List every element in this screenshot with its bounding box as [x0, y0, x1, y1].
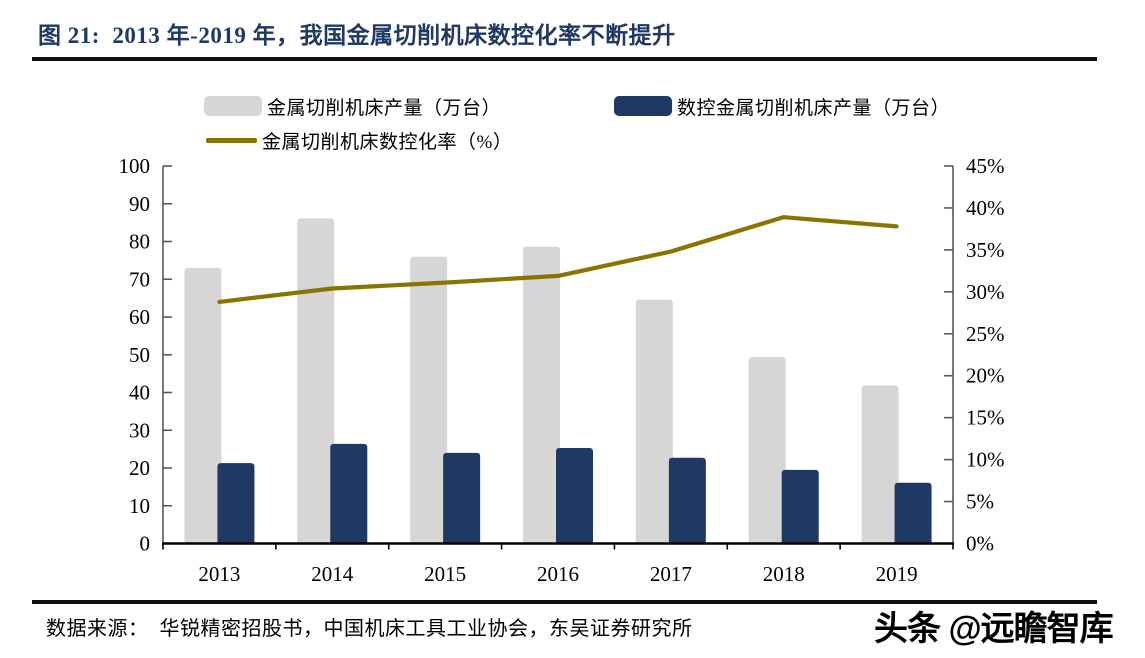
production-bar [297, 218, 335, 545]
right-axis-label: 25% [966, 322, 1005, 346]
left-axis-label: 50 [129, 343, 150, 367]
legend-label-production: 金属切削机床产量（万台） [267, 97, 502, 119]
production-bar [861, 385, 899, 545]
left-axis-label: 70 [129, 267, 150, 291]
figure-title: 图 21: 2013 年-2019 年，我国金属切削机床数控化率不断提升 [38, 23, 676, 48]
cnc-production-bar [781, 469, 819, 545]
legend-item-production: 金属切削机床产量（万台） [204, 95, 502, 119]
x-axis-label: 2013 [198, 562, 240, 586]
x-axis-label: 2016 [537, 562, 579, 586]
left-axis-label: 40 [129, 381, 150, 405]
right-axis-label: 45% [966, 154, 1005, 178]
legend-item-cnc-rate: 金属切削机床数控化率（%） [206, 129, 513, 153]
left-axis-label: 60 [129, 305, 150, 329]
x-axis-label: 2015 [424, 562, 466, 586]
x-axis-label: 2014 [311, 562, 354, 586]
watermark-text: 头条 @远瞻智库 [874, 610, 1114, 648]
left-axis-label: 10 [129, 494, 150, 518]
cnc-production-bar [894, 482, 932, 545]
production-bar [410, 256, 448, 545]
legend-item-cnc-production: 数控金属切削机床产量（万台） [614, 95, 951, 119]
x-axis-label: 2018 [763, 562, 805, 586]
left-axis-label: 20 [129, 456, 150, 480]
left-axis-label: 30 [129, 418, 150, 442]
right-axis-label: 40% [966, 196, 1005, 220]
right-axis-label: 0% [966, 532, 994, 556]
right-axis-label: 15% [966, 406, 1005, 430]
source-text: 数据来源： 华锐精密招股书，中国机床工具工业协会，东吴证券研究所 [46, 618, 693, 640]
legend-swatch-rate [206, 137, 257, 143]
left-axis-label: 100 [119, 154, 151, 178]
production-bar [635, 299, 673, 545]
cnc-rate-line [217, 215, 899, 304]
legend-swatch-cnc [614, 96, 672, 116]
right-axis-label: 10% [966, 448, 1005, 472]
cnc-production-bar [217, 463, 255, 545]
right-axis-label: 35% [966, 238, 1005, 262]
footer-divider [32, 600, 1097, 604]
cnc-production-bar [668, 457, 706, 545]
cnc-production-bar [556, 447, 593, 545]
legend-label-cnc-production: 数控金属切削机床产量（万台） [677, 97, 951, 119]
legend-label-cnc-rate: 金属切削机床数控化率（%） [262, 131, 513, 153]
production-bar [184, 267, 222, 545]
title-divider [32, 57, 1097, 61]
x-axis-label: 2019 [876, 562, 918, 586]
x-axis-label: 2017 [650, 562, 692, 586]
cnc-production-bar [443, 452, 481, 545]
right-axis-label: 5% [966, 490, 994, 514]
cnc-production-bar [330, 443, 368, 545]
legend-swatch-production [204, 96, 262, 116]
production-bar [523, 246, 560, 545]
left-axis-label: 90 [129, 192, 150, 216]
left-axis-label: 80 [129, 230, 150, 254]
right-axis-label: 20% [966, 364, 1005, 388]
right-axis-label: 30% [966, 280, 1005, 304]
production-bar [748, 357, 786, 545]
left-axis-label: 0 [140, 532, 151, 556]
